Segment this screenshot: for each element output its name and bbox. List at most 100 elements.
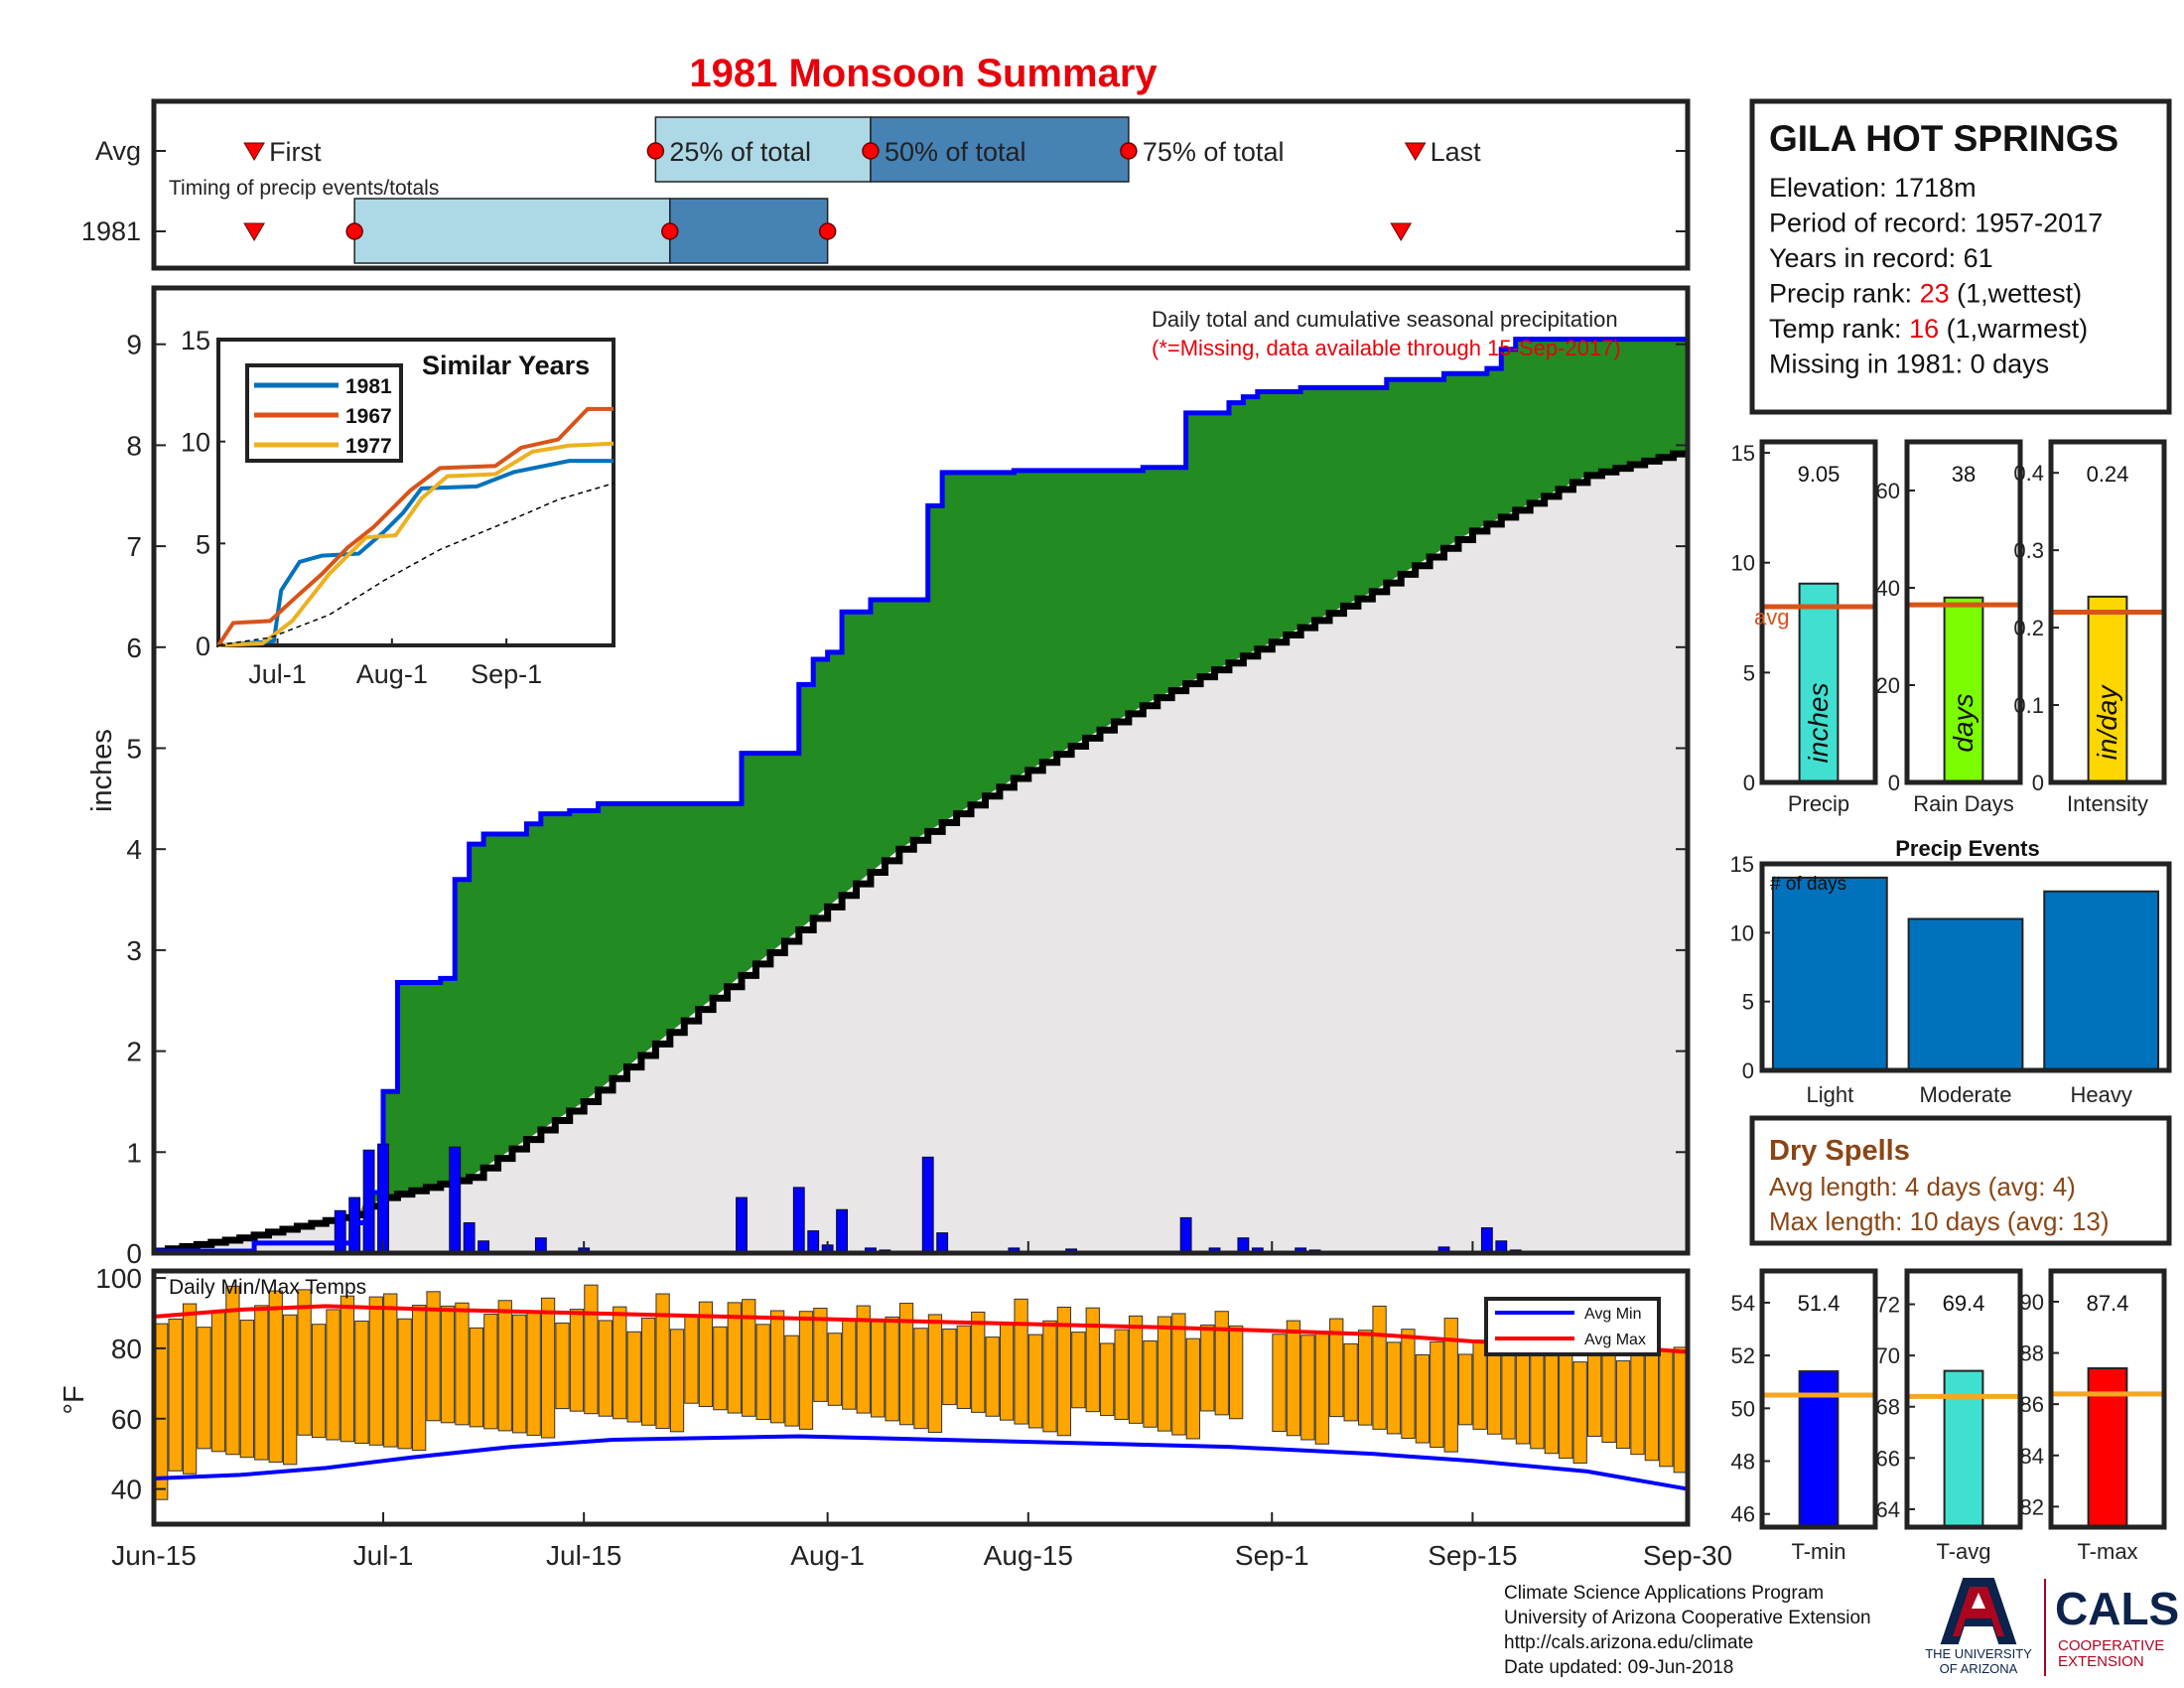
temp-range-bar [885,1316,899,1422]
avg-last-marker [1404,142,1427,161]
compare-panel-frame [1759,439,1878,785]
compare-y-tick-label: 54 [1731,1291,1755,1316]
inset-title: Similar Years [422,351,590,380]
compare-value-label: 9.05 [1798,462,1841,487]
dry-frame [1749,1115,2172,1246]
temp-range-bar [1343,1342,1358,1422]
temp-range-bar [168,1318,183,1472]
temp-range-bar [641,1317,656,1426]
x-tick-label: Aug-1 [790,1540,865,1571]
compare-y-tick-label: 82 [2020,1494,2044,1519]
y1981-p50-marker [661,222,679,240]
temp-range-bar [182,1303,198,1475]
compare-y-tick-label: 90 [2020,1290,2044,1315]
inset-x-tick-label: Sep-1 [471,659,542,689]
main-y-tick-label: 2 [126,1037,142,1067]
avg-p50-marker [862,142,880,160]
main-frame [151,285,1691,1256]
temp-range-bar [684,1315,699,1404]
temp-range-bar [827,1333,843,1406]
temp-range-bar [1501,1351,1516,1440]
station-info-box: GILA HOT SPRINGS Elevation: 1718m Period o… [1749,98,2172,415]
temp-range-bar [584,1284,599,1415]
compare-y-tick-label: 0 [2032,771,2044,795]
footer-line: http://cals.arizona.edu/climate [1504,1632,1753,1653]
cals-sub-line: COOPERATIVE [2058,1637,2164,1654]
inset-line-1967 [216,406,614,647]
daily-precip-bar [463,1221,476,1253]
temp-range-bar [426,1291,441,1422]
compare-y-tick-label: 0.3 [2013,538,2044,563]
temps-y-tick-label: 80 [111,1334,142,1364]
temp-range-bar [1114,1329,1129,1420]
temp-range-bar [1171,1313,1186,1436]
daily-precip-bar [1251,1247,1264,1253]
temp-range-bar [842,1319,857,1410]
temp-range-bar [856,1305,871,1414]
events-category-label: Heavy [2070,1082,2131,1107]
compare-y-tick-label: 48 [1731,1450,1755,1475]
avg-p25-label: 25% of total [669,137,811,167]
station-rank-suffix: (1,warmest) [1939,314,2088,344]
temp-range-bar [1027,1334,1043,1429]
daily-precip-bar [1179,1216,1192,1253]
temp-range-bar [927,1314,943,1434]
avg-p75-marker [1120,142,1138,160]
temp-range-bar [326,1309,341,1441]
temp-range-bar [268,1290,283,1463]
temp-range-bar [1056,1306,1072,1437]
cumulative-precip-chart: 0 1 2 3 4 5 6 7 8 9 inches Daily total and cumulati… [86,285,1691,1269]
x-tick-label: Aug-15 [984,1540,1073,1571]
temp-range-bar [497,1300,512,1432]
temp-range-bar [813,1308,828,1402]
station-rank-label: Precip rank: [1769,279,1920,309]
cals-sub-line: EXTENSION [2058,1653,2144,1670]
temp-range-bar [1458,1353,1473,1426]
events-y-label: # of days [1770,874,1846,895]
temp-range-bar [1314,1332,1329,1445]
temp-range-bar [239,1320,254,1459]
temp-range-bar [1014,1298,1028,1425]
compare-value-label: 87.4 [2087,1291,2129,1316]
temp-range-bar [1430,1340,1444,1449]
compare-category-label: T-avg [1936,1539,1990,1564]
precip-compare-charts: 0 5 10 15 9.05 Precip inches avg 0 20 40 60 38 Rain D… [1731,439,2167,816]
station-name: GILA HOT SPRINGS [1769,118,2118,159]
footer-line: Date updated: 09-Jun-2018 [1504,1657,1733,1678]
temp-range-bar [297,1289,312,1436]
footer-line: University of Arizona Cooperative Extens… [1504,1608,1871,1628]
legend-label-max: Avg Max [1584,1332,1646,1348]
temp-range-bar [440,1305,456,1424]
compare-y-tick-label: 50 [1731,1396,1755,1421]
daily-precip-bar [1480,1227,1493,1253]
compare-y-tick-label: 0.2 [2013,616,2044,640]
events-frame [1759,861,2172,1073]
temp-range-bar [225,1285,240,1456]
daily-precip-bar [1295,1247,1307,1253]
temp-range-bar [540,1297,556,1439]
x-tick-label: Sep-30 [1643,1540,1732,1571]
temp-range-bar [1443,1318,1458,1453]
main-y-tick-label: 8 [126,430,142,461]
main-y-tick-label: 0 [126,1238,142,1269]
avg-first-marker [243,142,265,161]
compare-panel-frame [1904,1268,2023,1530]
inset-legend-label: 1977 [345,435,392,458]
avg-max-line [153,1304,1689,1354]
temp-range-bar [742,1299,756,1417]
temp-range-bar [713,1326,728,1411]
station-info-line: Missing in 1981: 0 days [1769,350,2049,379]
avg-p50-label: 50% of total [885,137,1026,167]
chart-title: 1981 Monsoon Summary [689,52,1158,95]
temps-frame [151,1268,1691,1527]
temp-range-bar [626,1331,641,1423]
avg-box-50-75 [870,116,1130,183]
temp-range-bar [1042,1320,1057,1433]
precip-events-chart: Light Moderate Heavy 0 5 10 15 Precip Events # o… [1730,836,2172,1107]
temp-range-bar [971,1311,986,1413]
compare-category-label: Precip [1788,791,1849,816]
inset-y-tick-label: 0 [196,632,210,661]
y1981-p75-marker [818,222,837,240]
main-y-tick-label: 4 [126,834,142,865]
temp-compare-charts: 46 48 50 52 54 51.4 T-min 64 66 68 70 72 69.4 T-avg 82… [1731,1268,2167,1564]
